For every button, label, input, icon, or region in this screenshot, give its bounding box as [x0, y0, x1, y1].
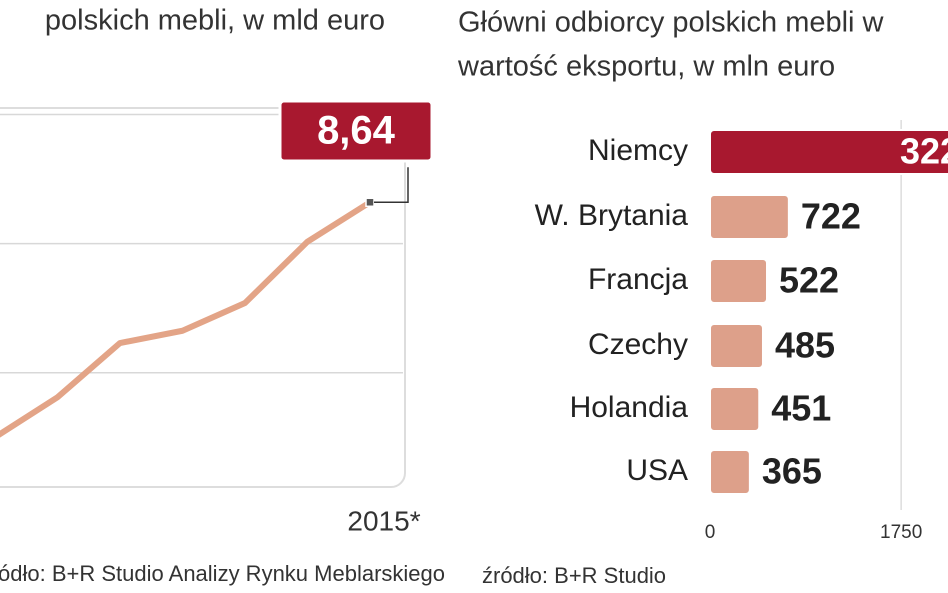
category-label: W. Brytania: [535, 199, 689, 232]
right-source: źródło: B+R Studio: [482, 563, 666, 588]
bar: [709, 258, 769, 304]
data-line: [0, 199, 372, 438]
category-label: Czechy: [588, 328, 688, 361]
value-label: 485: [775, 325, 835, 366]
left-title: polskich mebli, w mld euro: [45, 5, 385, 37]
bar: [709, 323, 764, 369]
bar: [709, 386, 761, 432]
value-label: 451: [771, 388, 831, 429]
callout-box: [278, 99, 434, 163]
leader: [374, 167, 409, 204]
x-tick-label: 0: [705, 522, 716, 543]
x-tick-label: 1750: [880, 522, 922, 543]
right-title: Główni odbiorcy polskich mebli w: [458, 7, 885, 39]
category-label: Francja: [588, 263, 688, 296]
value-label: 8,64: [317, 109, 396, 153]
category-label: Holandia: [570, 391, 689, 424]
value-label: 365: [762, 451, 822, 492]
bar: [709, 449, 751, 495]
plot-area: [0, 107, 406, 488]
value-label: 3229: [900, 131, 948, 172]
right-subtitle: wartość eksportu, w mln euro: [457, 51, 835, 83]
left-source: źródło: B+R Studio Analizy Rynku Meblars…: [0, 561, 445, 586]
category-label: USA: [626, 454, 688, 487]
value-label: 722: [801, 196, 861, 237]
value-label: 522: [779, 260, 839, 301]
x-tick-label: 2015*: [347, 505, 420, 536]
category-label: Niemcy: [588, 134, 688, 167]
bar: [709, 194, 790, 240]
bar: [709, 129, 948, 175]
marker: [365, 197, 375, 208]
